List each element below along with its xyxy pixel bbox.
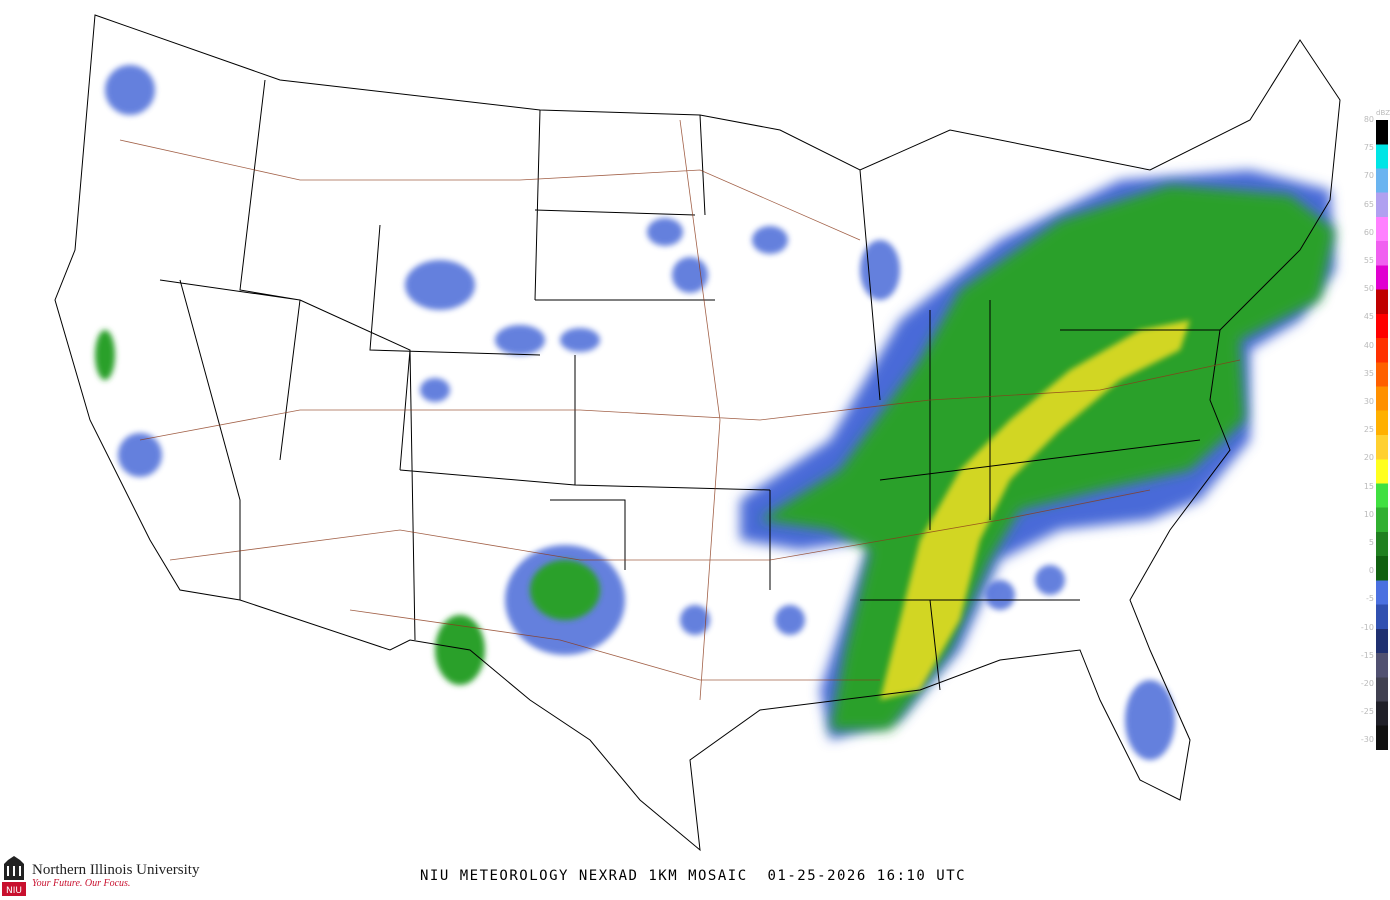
echo-cell (95, 330, 115, 380)
colorbar-tick: -20 (1360, 679, 1374, 688)
echo-cell (647, 218, 683, 246)
colorbar-tick: 65 (1363, 199, 1374, 209)
niu-mark-icon: NIU (2, 856, 26, 896)
echo-cell (420, 378, 450, 402)
colorbar-unit: dBZ (1376, 109, 1390, 117)
colorbar-tick: 45 (1363, 312, 1374, 322)
colorbar-tick: 35 (1363, 368, 1374, 378)
university-tagline: Your Future. Our Focus. (32, 878, 131, 889)
colorbar-tick: -5 (1366, 594, 1374, 604)
colorbar-tick: 30 (1363, 397, 1374, 406)
echo-cell (118, 433, 162, 477)
echo-cell (495, 325, 545, 355)
echo-heavy-core (880, 320, 1190, 700)
state-borders (54, 14, 1341, 852)
colorbar-tick: -25 (1360, 707, 1374, 717)
svg-text:NIU: NIU (6, 886, 22, 896)
echo-cell (1125, 680, 1175, 760)
colorbar-tick: 80 (1363, 115, 1374, 124)
university-name: Northern Illinois University (32, 862, 200, 878)
colorbar-tick: 20 (1363, 453, 1374, 463)
colorbar-tick: -15 (1360, 650, 1374, 660)
echo-cell (680, 605, 710, 635)
colorbar-tick: 15 (1363, 481, 1374, 491)
echo-cell (105, 65, 155, 115)
colorbar-tick: -30 (1360, 735, 1374, 745)
colorbar-tick: 5 (1368, 538, 1374, 547)
radar-echoes (95, 65, 1335, 760)
colorbar-tick: 55 (1363, 256, 1374, 265)
echo-cell (405, 260, 475, 310)
echo-cell (530, 560, 600, 620)
colorbar-tick: 0 (1368, 566, 1374, 576)
echo-cell (560, 328, 600, 352)
echo-cell (860, 240, 900, 300)
highways (119, 119, 1241, 701)
us-outline (54, 14, 1341, 852)
echo-cell (672, 257, 708, 293)
echo-cell (435, 615, 485, 685)
colorbar-tick: 25 (1363, 425, 1374, 435)
echo-cell (1035, 565, 1065, 595)
colorbar-tick: 60 (1363, 227, 1374, 237)
colorbar-tick: 75 (1363, 143, 1374, 153)
echo-moderate-band (760, 185, 1335, 730)
niu-logo: NIU Northern Illinois University Your Fu… (2, 856, 199, 896)
colorbar-tick: -10 (1360, 622, 1374, 632)
map-title: NIU METEOROLOGY NEXRAD 1KM MOSAIC 01-25-… (420, 868, 967, 884)
state-lines (159, 79, 1220, 691)
colorbar-tick: 40 (1363, 340, 1374, 350)
echo-cell (985, 580, 1015, 610)
colorbar-tick: 10 (1363, 509, 1374, 519)
colorbar-tick: 70 (1363, 171, 1374, 181)
dbz-colorbar (1376, 120, 1388, 750)
echo-cell (775, 605, 805, 635)
colorbar-tick: 50 (1363, 284, 1374, 294)
echo-cell (752, 226, 788, 254)
